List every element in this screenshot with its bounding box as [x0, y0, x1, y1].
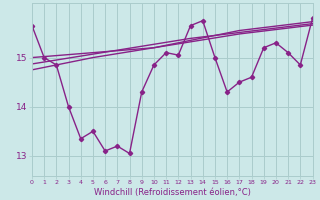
X-axis label: Windchill (Refroidissement éolien,°C): Windchill (Refroidissement éolien,°C) — [94, 188, 251, 197]
